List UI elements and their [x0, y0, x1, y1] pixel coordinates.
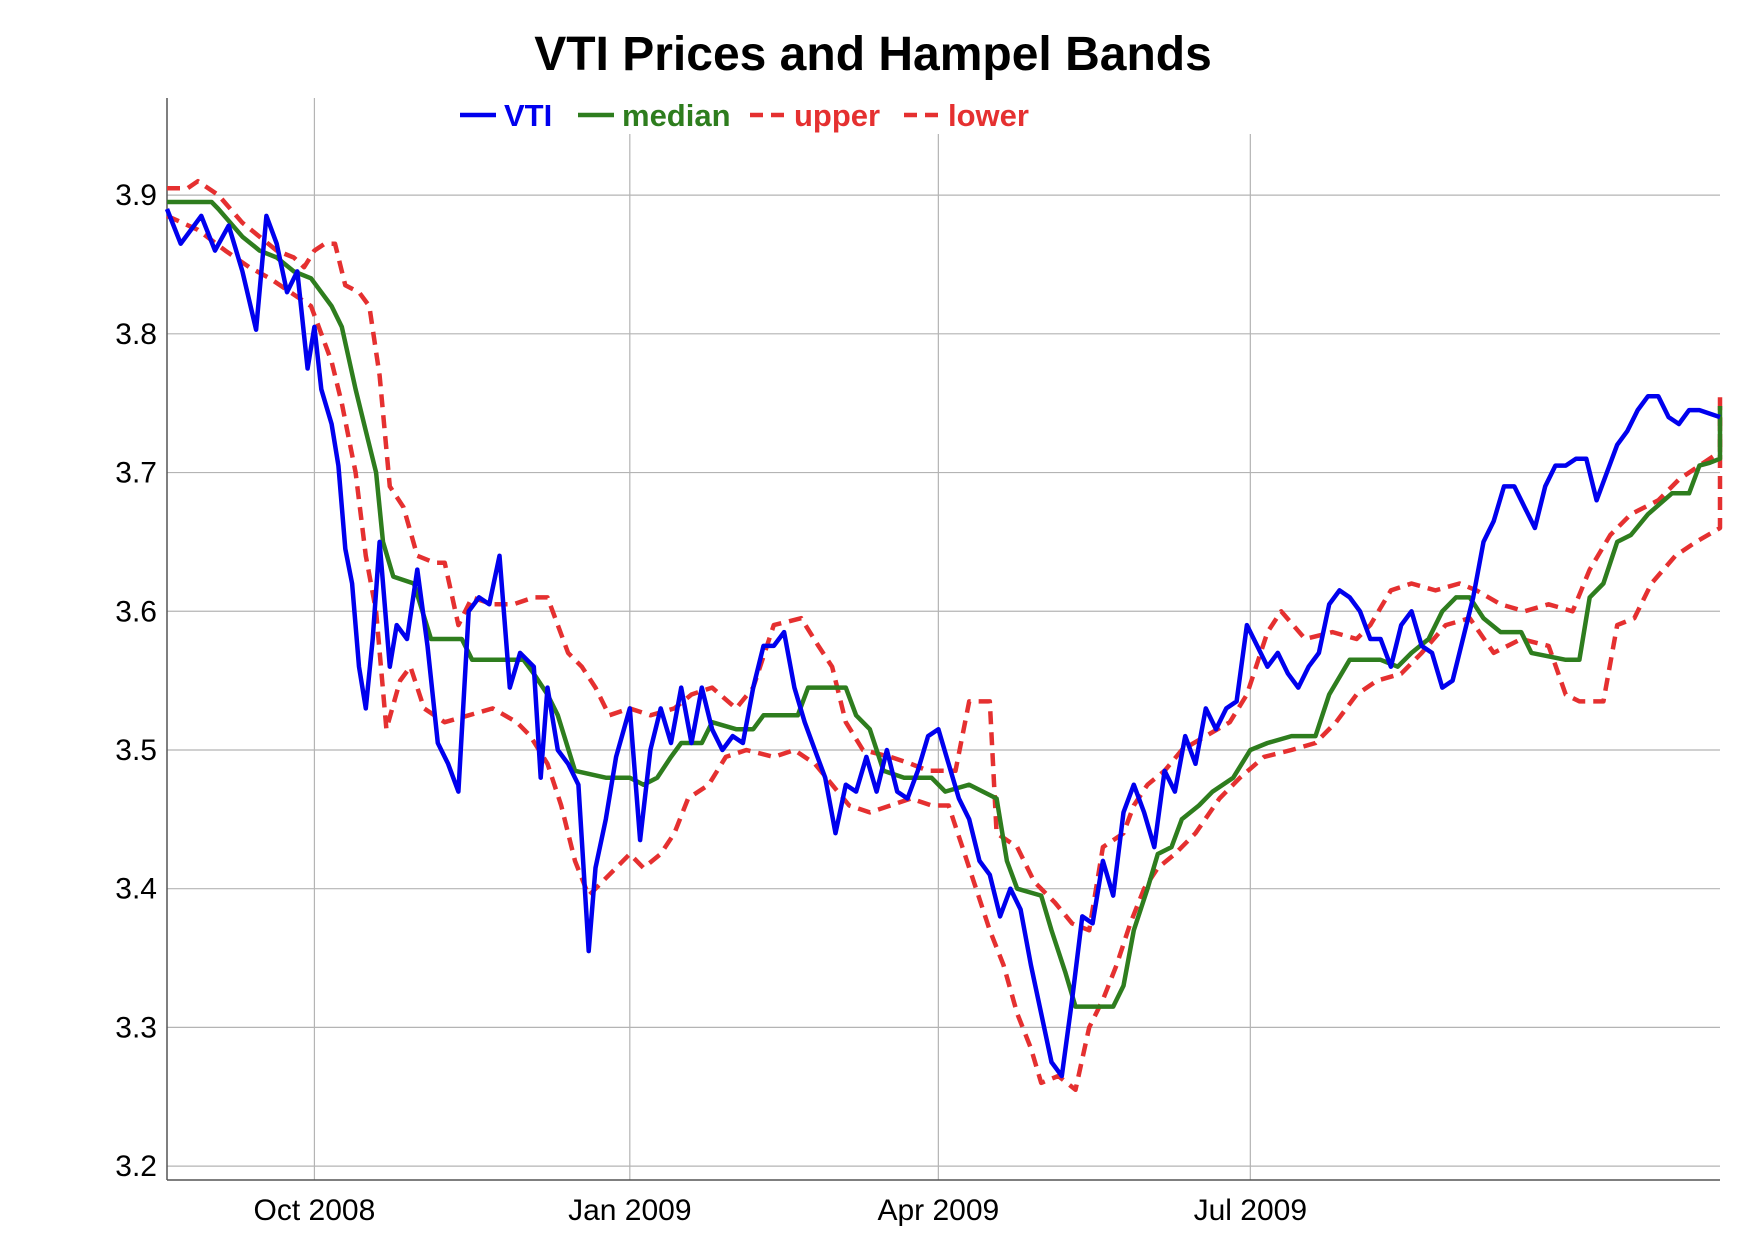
y-tick-label: 3.3 [115, 1011, 157, 1044]
legend-item-VTI: VTI [460, 98, 552, 133]
legend-item-upper: upper [750, 98, 880, 133]
legend-label: median [622, 98, 731, 133]
series-line-lower [166, 213, 1723, 1093]
x-tick-label: Oct 2008 [254, 1194, 376, 1227]
legend-label: VTI [504, 98, 552, 133]
legend: VTI median upper lower [460, 98, 1029, 133]
axes: 3.2 3.3 3.4 3.5 3.6 3.7 3.8 3.9 Oct 2008 Jan 2009… [115, 98, 1720, 1227]
legend-item-median: median [578, 98, 731, 133]
y-tick-label: 3.2 [115, 1150, 157, 1183]
series-layer [164, 178, 1723, 1093]
series-line-upper [167, 178, 1723, 933]
y-tick-label: 3.8 [115, 318, 157, 351]
gridlines [167, 98, 1720, 1180]
chart-title: VTI Prices and Hampel Bands [534, 28, 1212, 81]
x-tick-label: Apr 2009 [877, 1194, 999, 1227]
x-tick-label: Jan 2009 [568, 1194, 691, 1227]
y-tick-label: 3.9 [115, 179, 157, 212]
series-line-median [167, 199, 1723, 1009]
legend-label: upper [794, 98, 880, 133]
legend-item-lower: lower [904, 98, 1029, 133]
y-tick-label: 3.5 [115, 734, 157, 767]
y-tick-label: 3.4 [115, 873, 157, 906]
y-tick-label: 3.7 [115, 457, 157, 490]
legend-label: lower [948, 98, 1029, 133]
y-tick-label: 3.6 [115, 595, 157, 628]
x-tick-label: Jul 2009 [1194, 1194, 1307, 1227]
series-line-VTI [164, 208, 1721, 1079]
